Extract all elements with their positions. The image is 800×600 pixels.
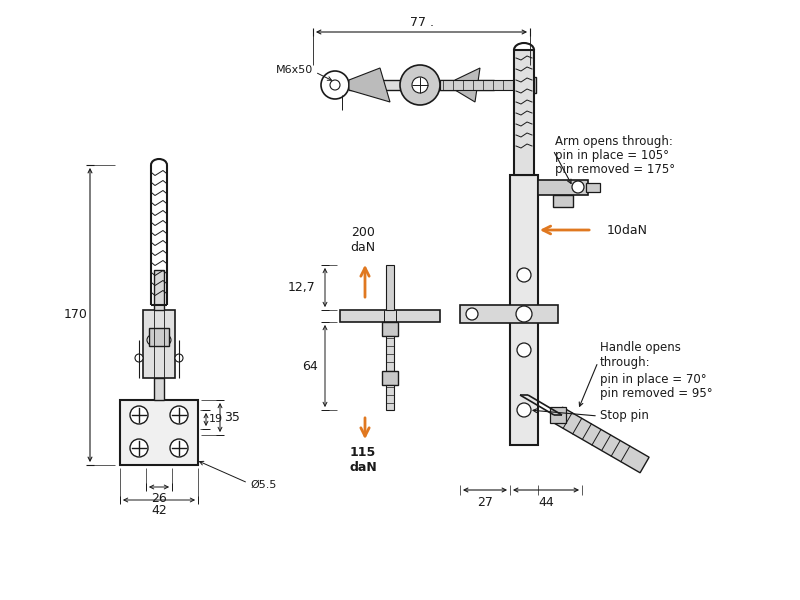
- Circle shape: [130, 406, 148, 424]
- Circle shape: [572, 181, 584, 193]
- Bar: [586, 183, 600, 192]
- Bar: [382, 322, 398, 336]
- Text: pin removed = 95°: pin removed = 95°: [600, 386, 713, 400]
- Text: 64: 64: [302, 359, 318, 373]
- Text: pin in place = 105°: pin in place = 105°: [555, 149, 669, 163]
- Text: 77 .: 77 .: [410, 16, 434, 28]
- Polygon shape: [349, 68, 390, 102]
- Bar: [550, 407, 566, 423]
- Text: 200
daN: 200 daN: [350, 226, 375, 254]
- Text: 27: 27: [477, 496, 493, 509]
- Text: Ø5.5: Ø5.5: [250, 480, 276, 490]
- Bar: [149, 328, 169, 346]
- Bar: [386, 336, 394, 371]
- Bar: [349, 80, 494, 90]
- Circle shape: [321, 71, 349, 99]
- Polygon shape: [554, 407, 649, 473]
- Text: Arm opens through:: Arm opens through:: [555, 136, 673, 148]
- Polygon shape: [455, 68, 480, 102]
- Bar: [154, 270, 164, 310]
- Circle shape: [466, 308, 478, 320]
- Circle shape: [516, 306, 532, 322]
- Text: 42: 42: [151, 505, 167, 517]
- Text: pin removed = 175°: pin removed = 175°: [555, 163, 675, 176]
- Text: 19: 19: [209, 415, 223, 425]
- Bar: [386, 385, 394, 410]
- Bar: [510, 175, 538, 445]
- Text: 115
daN: 115 daN: [349, 446, 377, 474]
- Circle shape: [330, 80, 340, 90]
- Bar: [553, 195, 573, 207]
- Text: 44: 44: [538, 496, 554, 509]
- Bar: [386, 265, 394, 310]
- Bar: [514, 50, 534, 175]
- Circle shape: [161, 335, 171, 345]
- Bar: [382, 371, 398, 385]
- Circle shape: [170, 406, 188, 424]
- Circle shape: [147, 335, 157, 345]
- Text: 10daN: 10daN: [607, 223, 648, 236]
- Bar: [440, 80, 530, 90]
- Text: 26: 26: [151, 491, 167, 505]
- Text: M6x50: M6x50: [276, 65, 313, 75]
- Circle shape: [130, 439, 148, 457]
- Bar: [528, 77, 536, 93]
- Text: pin in place = 70°: pin in place = 70°: [600, 373, 706, 386]
- Bar: [143, 310, 175, 378]
- Circle shape: [170, 439, 188, 457]
- Text: 170: 170: [64, 308, 88, 322]
- Text: Handle opens
through:: Handle opens through:: [600, 341, 681, 369]
- Circle shape: [400, 65, 440, 105]
- Circle shape: [412, 77, 428, 93]
- Circle shape: [175, 354, 183, 362]
- Bar: [120, 400, 198, 465]
- Bar: [340, 310, 440, 322]
- Bar: [538, 180, 588, 195]
- Bar: [460, 305, 558, 323]
- Text: Stop pin: Stop pin: [600, 409, 649, 421]
- Circle shape: [517, 268, 531, 282]
- Circle shape: [517, 403, 531, 417]
- Bar: [154, 378, 164, 400]
- Text: 35: 35: [224, 411, 240, 424]
- Circle shape: [517, 343, 531, 357]
- Circle shape: [135, 354, 143, 362]
- Text: 12,7: 12,7: [288, 281, 316, 294]
